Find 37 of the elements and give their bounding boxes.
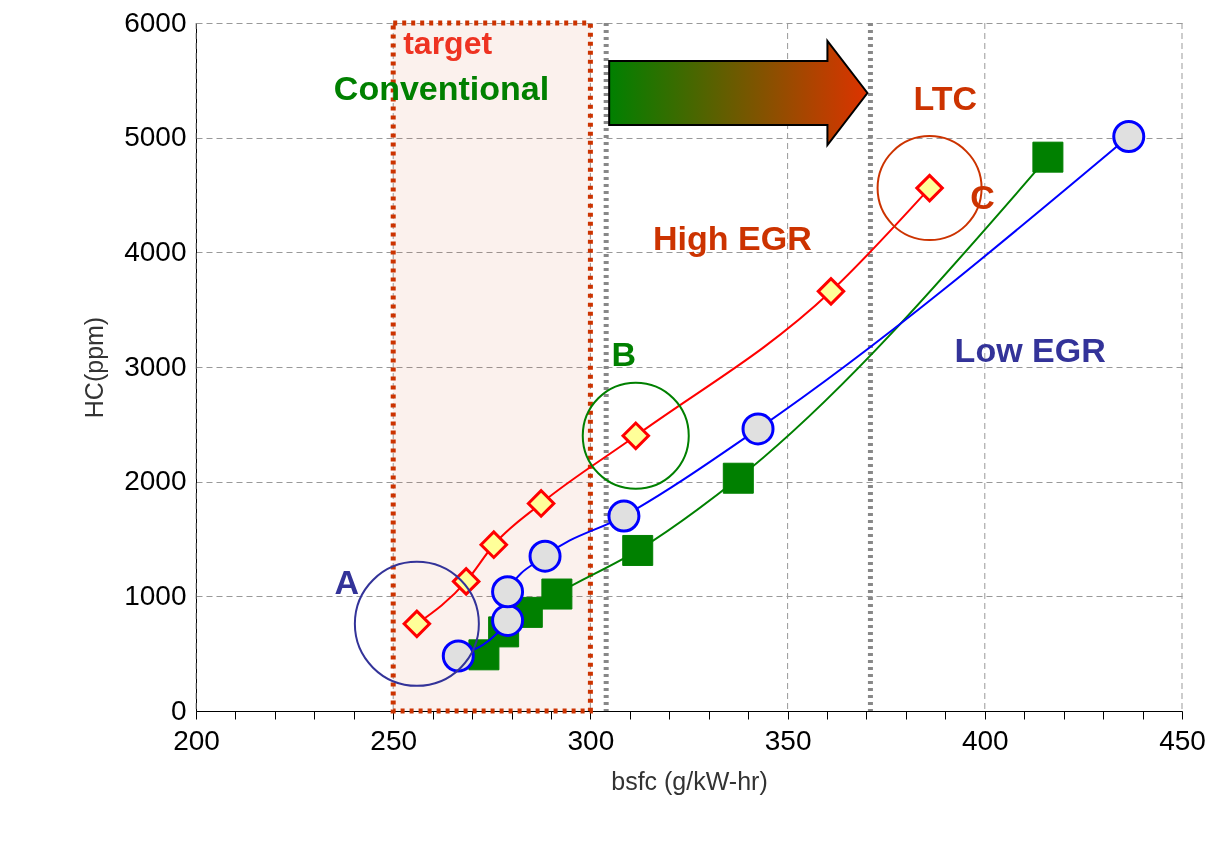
band-label: target xyxy=(403,25,493,61)
x-tick-label: 350 xyxy=(764,724,812,756)
y-tick-label: 1000 xyxy=(124,579,187,611)
point xyxy=(528,539,562,573)
y-tick-label: 6000 xyxy=(124,6,187,38)
annotation: Conventional xyxy=(333,68,550,107)
point xyxy=(1112,120,1146,153)
y-tick-label: 5000 xyxy=(124,121,187,153)
point xyxy=(622,534,654,566)
point xyxy=(541,578,573,610)
y-tick-label: 2000 xyxy=(124,465,187,497)
x-tick-label: 450 xyxy=(1159,724,1206,756)
point xyxy=(816,277,846,306)
point xyxy=(741,412,775,446)
point xyxy=(479,530,509,559)
annotation: LTC xyxy=(913,79,978,118)
x-tick-label: 250 xyxy=(370,724,418,756)
y-tick-label: 4000 xyxy=(124,235,187,267)
annotation: Low EGR xyxy=(954,330,1106,369)
point xyxy=(722,462,754,494)
y-tick-label: 3000 xyxy=(124,350,187,382)
point xyxy=(491,603,525,637)
point xyxy=(491,575,525,609)
y-axis-title: HC(ppm) xyxy=(80,316,109,419)
x-tick-label: 200 xyxy=(173,724,220,756)
annotation: A xyxy=(334,562,360,601)
point xyxy=(441,639,475,673)
point xyxy=(1032,141,1064,173)
x-tick-label: 400 xyxy=(961,724,1009,756)
point xyxy=(607,499,641,533)
point xyxy=(402,609,432,639)
y-tick-label: 0 xyxy=(170,694,187,726)
annotation: High EGR xyxy=(653,218,812,257)
point xyxy=(526,489,556,518)
x-axis-title: bsfc (g/kW-hr) xyxy=(611,766,768,795)
annotation: B xyxy=(611,334,637,373)
x-tick-label: 300 xyxy=(567,724,615,756)
